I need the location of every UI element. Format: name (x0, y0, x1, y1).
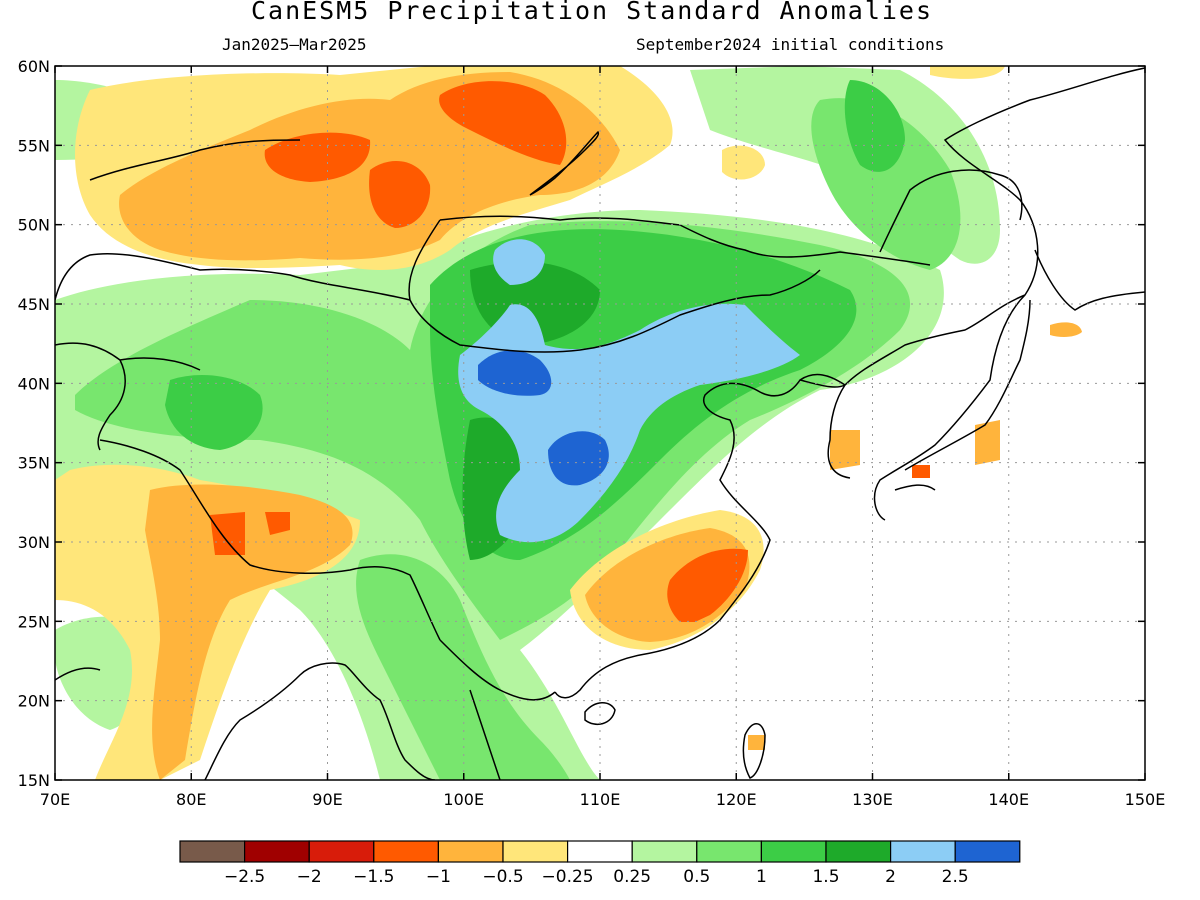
lat-label: 55N (18, 136, 50, 155)
lon-label: 100E (443, 790, 484, 809)
colorbar-label: 2.5 (942, 867, 969, 887)
colorbar-label: 1.5 (812, 867, 839, 887)
wet-anomaly-north-china-blue (458, 303, 800, 543)
colorbar-swatch (889, 840, 956, 863)
wet-anomaly-central-china-peak (548, 431, 609, 486)
hainan-island (584, 702, 616, 726)
map-area (55, 66, 1145, 780)
japan-islands (894, 249, 1145, 491)
east-asia-coastline (554, 67, 1145, 699)
axis-ticks (54, 65, 1146, 781)
lon-label: 110E (580, 790, 621, 809)
valid-period: Jan2025–Mar2025 (222, 35, 367, 54)
colorbar-swatch (760, 840, 827, 863)
wet-anomaly-tarim (165, 375, 263, 450)
lat-label: 35N (18, 454, 50, 473)
central-asia-borders (55, 342, 201, 451)
lon-label: 120E (716, 790, 757, 809)
wet-anomaly-north-korea (844, 80, 905, 172)
longitude-labels: 70E 80E 90E 100E 110E 120E 130E 140E 150E (40, 790, 1166, 809)
colorbar-swatch (631, 840, 698, 863)
colorbar-swatch (825, 840, 892, 863)
dry-anomaly-tibet-core-b (265, 512, 290, 535)
lat-label: 15N (18, 771, 50, 790)
dry-anomaly-japan-b (912, 465, 930, 478)
china-kazakhstan-border (55, 252, 411, 301)
wet-anomaly-mongolia-blue (493, 239, 545, 285)
lon-label: 80E (176, 790, 206, 809)
chart-title: CanESM5 Precipitation Standard Anomalies (250, 0, 934, 25)
lon-label: 150E (1125, 790, 1166, 809)
dry-anomaly-japan-a (975, 420, 1000, 465)
south-asia-coastline (55, 662, 436, 780)
dry-anomaly-tibet-orange (145, 484, 353, 780)
dry-anomaly-baikal-core (439, 81, 567, 165)
lon-label: 140E (988, 790, 1029, 809)
colorbar-swatch (502, 840, 569, 863)
colorbar-swatch (566, 840, 633, 863)
colorbar-label: 0.25 (613, 867, 651, 887)
lat-label: 25N (18, 612, 50, 631)
dry-anomaly-hokkaido (1050, 322, 1082, 337)
lat-label: 30N (18, 533, 50, 552)
colorbar-label: 0.5 (683, 867, 710, 887)
dry-anomaly-north-yellow (930, 66, 1005, 79)
taiwan-island (742, 723, 766, 779)
colorbar-swatch (373, 840, 439, 863)
lon-label: 70E (40, 790, 70, 809)
dry-anomaly-siberia-core-b (369, 161, 431, 228)
colorbar-swatch (954, 840, 1021, 863)
colorbar-swatch (179, 840, 246, 863)
lat-label: 20N (18, 692, 50, 711)
lon-label: 130E (852, 790, 893, 809)
colorbar-swatch (696, 840, 762, 863)
dry-anomaly-manchuria-yellow (722, 145, 765, 180)
colorbar-labels: −2.5 −2 −1.5 −1 −0.5 −0.25 0.25 0.5 1 1.5 2 2.5 (224, 867, 969, 887)
colorbar-label: −2 (297, 867, 322, 887)
lat-label: 50N (18, 216, 50, 235)
himalaya-border (99, 439, 441, 641)
coastlines-and-borders (55, 67, 1145, 780)
dry-anomaly-korea (830, 430, 860, 470)
lat-label: 60N (18, 57, 50, 76)
wet-anomaly-manchuria (811, 98, 961, 270)
colorbar-label: −0.25 (542, 867, 594, 887)
wet-anomaly-inner-mongolia-peak (478, 350, 552, 396)
kazakh-russia-border (89, 139, 301, 181)
colorbar-swatch (244, 840, 310, 863)
lat-label: 40N (18, 374, 50, 393)
korea-border (799, 379, 846, 388)
dry-anomaly-tibet-core-a (210, 512, 245, 555)
colorbar-label: −2.5 (224, 867, 265, 887)
lake-baikal (529, 130, 600, 196)
latitude-labels: 15N 20N 25N 30N 35N 40N 45N 50N 55N 60N (18, 57, 50, 790)
lat-label: 45N (18, 295, 50, 314)
colorbar-swatch (308, 840, 375, 863)
initial-conditions: September2024 initial conditions (636, 35, 945, 54)
colorbar-label: −0.5 (482, 867, 523, 887)
colorbar-label: −1 (426, 867, 451, 887)
wet-anomaly-indochina (356, 554, 570, 780)
colorbar-swatch (437, 840, 504, 863)
colorbar-label: −1.5 (353, 867, 394, 887)
indochina-borders (439, 639, 556, 780)
dry-anomaly-taiwan (748, 735, 765, 750)
grid-lines (55, 66, 1145, 780)
lon-label: 90E (312, 790, 342, 809)
colorbar-label: 2 (885, 867, 896, 887)
russia-mongolia-border (439, 215, 931, 266)
colorbar-label: 1 (756, 867, 767, 887)
far-east-coast (879, 169, 1023, 253)
colorbar (179, 840, 1021, 863)
anomaly-shading (55, 66, 1082, 780)
dry-anomaly-southeast-china-core (667, 548, 748, 622)
